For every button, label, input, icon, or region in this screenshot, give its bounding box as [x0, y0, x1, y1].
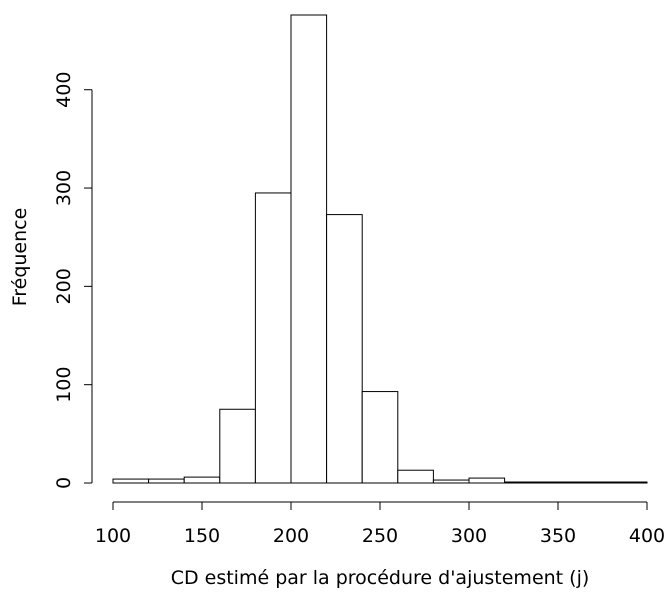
- histogram-bar: [468, 477, 506, 484]
- y-tick-label: 100: [53, 367, 75, 403]
- x-axis: 100 150 200 250 300 350 400: [95, 501, 665, 547]
- x-tick-label: 400: [629, 525, 665, 547]
- histogram-bar: [361, 391, 399, 484]
- histogram-bar: [183, 476, 221, 484]
- y-tick-label: 200: [53, 268, 75, 304]
- histogram-bar: [432, 479, 470, 484]
- histogram-bar: [504, 481, 541, 484]
- y-axis: 0 100 200 300 400: [53, 72, 93, 489]
- histogram-bar: [254, 192, 292, 484]
- x-tick-label: 300: [451, 525, 487, 547]
- x-tick-label: 250: [362, 525, 398, 547]
- histogram-bar: [112, 478, 150, 484]
- y-tick-label: 300: [53, 170, 75, 206]
- x-tick-label: 100: [95, 525, 131, 547]
- x-tick-label: 350: [540, 525, 576, 547]
- histogram-bar: [575, 481, 612, 484]
- histogram-bar: [397, 469, 434, 484]
- y-tick-label: 0: [53, 477, 75, 489]
- histogram-bar: [326, 214, 363, 484]
- histogram-bar: [539, 481, 577, 484]
- histogram-bars: [112, 14, 648, 484]
- y-tick-label: 400: [53, 72, 75, 108]
- x-tick-label: 200: [273, 525, 309, 547]
- x-tick-label: 150: [184, 525, 220, 547]
- histogram-bar: [610, 481, 648, 484]
- histogram-bar: [219, 408, 256, 484]
- y-axis-label: Fréquence: [9, 208, 31, 307]
- histogram-bar: [148, 478, 185, 484]
- x-axis-label: CD estimé par la procédure d'ajustement …: [171, 567, 590, 589]
- histogram-bar: [290, 14, 328, 484]
